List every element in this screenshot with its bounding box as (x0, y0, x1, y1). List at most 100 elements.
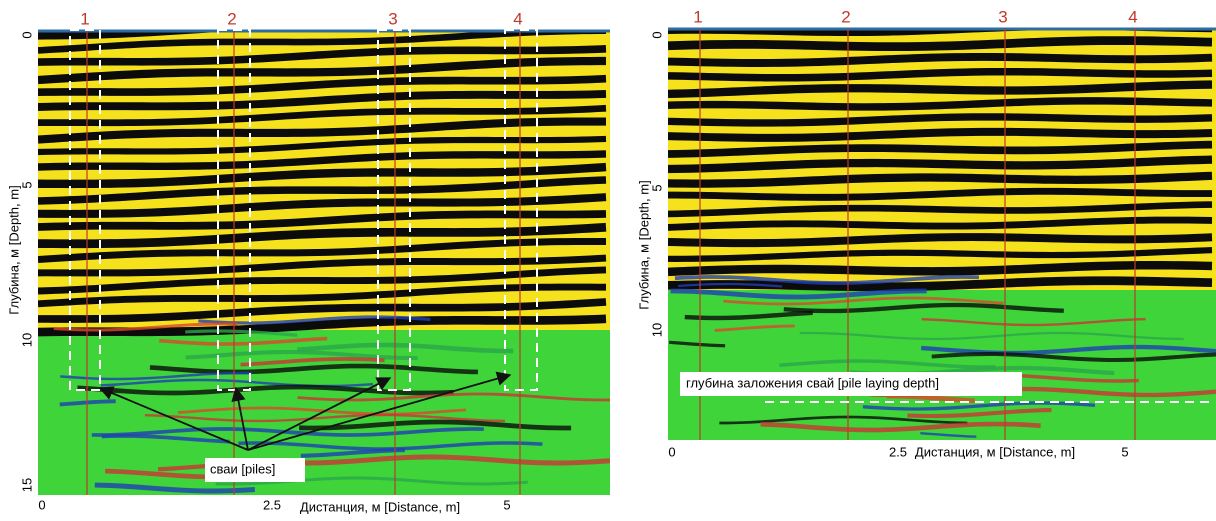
reflection-band (668, 36, 1213, 52)
pile-box (377, 29, 411, 391)
reflection-band (94, 482, 255, 494)
x-tick-label: 2.5 (263, 497, 281, 512)
reflection-band (886, 393, 975, 404)
x-tick-label: 5 (503, 497, 510, 512)
reflection-band (674, 275, 979, 285)
reflection-band (38, 150, 607, 171)
reflection-band (101, 434, 230, 444)
reflection-band (159, 336, 328, 346)
reflection-band (921, 344, 1216, 356)
reflection-band (668, 187, 1213, 201)
reflection-band (668, 201, 1213, 218)
reflection-band (38, 176, 607, 205)
reflection-band (921, 317, 1146, 327)
reflection-band (38, 56, 607, 85)
reflection-band (799, 331, 1184, 341)
reflection-band (668, 140, 1213, 158)
label-box (680, 372, 1022, 396)
y-tick-label: 10 (649, 323, 664, 337)
reflection-band (240, 357, 385, 367)
arrow (247, 371, 512, 451)
reflection-band (38, 237, 607, 264)
reflection-band (668, 97, 1213, 111)
reflection-band (668, 67, 1213, 82)
reflection-band (38, 104, 607, 127)
reflection-band (91, 427, 484, 437)
y-tick-label: 5 (19, 181, 34, 188)
trace-label: 3 (388, 9, 397, 28)
y-tick-label: 0 (649, 31, 664, 38)
reflection-band (185, 329, 298, 337)
reflection-band (779, 359, 996, 369)
trace-label: 4 (513, 9, 522, 28)
annotation: глубина заложения свай [pile laying dept… (686, 375, 939, 390)
reflection-band (38, 45, 607, 66)
reflection-band (723, 296, 1004, 306)
arrow (247, 377, 392, 451)
reflection-band (38, 193, 607, 218)
reflection-band (53, 322, 238, 332)
annotation: сваи [piles] (210, 461, 275, 476)
reflection-band (783, 302, 1064, 314)
reflection-band (668, 127, 1213, 142)
reflection-band (714, 324, 795, 332)
reflection-band (38, 90, 607, 111)
x-tick-label: 5 (1121, 444, 1128, 459)
reflection-band (38, 162, 607, 189)
arrow (98, 386, 249, 451)
reflection-band (38, 283, 607, 308)
reflection-band (177, 406, 467, 416)
trace-label: 1 (80, 9, 89, 28)
reflection-band (668, 52, 1213, 67)
reflection-band (760, 421, 1041, 433)
reflection-band (215, 476, 528, 486)
reflection-band (60, 371, 253, 381)
trace-label: 2 (841, 7, 850, 26)
reflection-band (669, 340, 726, 348)
x-axis-title: Дистанция, м [Distance, m] (300, 499, 460, 514)
reflection-band (668, 113, 1213, 127)
pile-box (69, 29, 101, 391)
reflection-band (297, 342, 514, 354)
reflection-band (38, 210, 607, 231)
reflection-band (668, 261, 1213, 277)
reflection-band (38, 266, 607, 295)
x-tick-label: 0 (38, 497, 45, 512)
reflection-band (931, 352, 1216, 362)
reflection-band (668, 247, 1213, 262)
reflection-band (678, 282, 783, 288)
y-axis-title: Глубина, м [Depth, m] (636, 180, 651, 309)
y-tick-label: 10 (19, 333, 34, 347)
trace-label: 1 (693, 7, 702, 26)
reflection-band (668, 80, 1213, 99)
reflection-band (300, 448, 405, 458)
reflection-band (719, 415, 968, 425)
reflection-band (144, 413, 505, 423)
pile-box (504, 29, 538, 391)
reflection-band (38, 222, 607, 249)
radargram-right (668, 28, 1216, 440)
reflection-band (670, 288, 927, 300)
reflection-band (77, 384, 454, 396)
reflection-band (38, 30, 258, 40)
reflection-band (920, 431, 977, 438)
reflection-band (684, 310, 813, 321)
trace-label: 2 (227, 9, 236, 28)
reflection-band (668, 155, 1213, 174)
reflection-band (38, 135, 607, 156)
trace-label: 4 (1128, 7, 1137, 26)
reflection-band (38, 30, 607, 54)
x-tick-label: 0 (668, 444, 675, 459)
y-tick-label: 0 (19, 31, 34, 38)
trace-label: 3 (998, 7, 1007, 26)
reflection-band (290, 454, 610, 466)
reflection-band (38, 74, 607, 97)
y-tick-label: 15 (19, 478, 34, 492)
y-axis-title: Глубина, м [Depth, m] (6, 185, 21, 314)
reflection-band (297, 392, 610, 402)
reflection-band (38, 314, 607, 337)
reflection-band (668, 233, 1213, 248)
reflection-band (907, 408, 1052, 419)
